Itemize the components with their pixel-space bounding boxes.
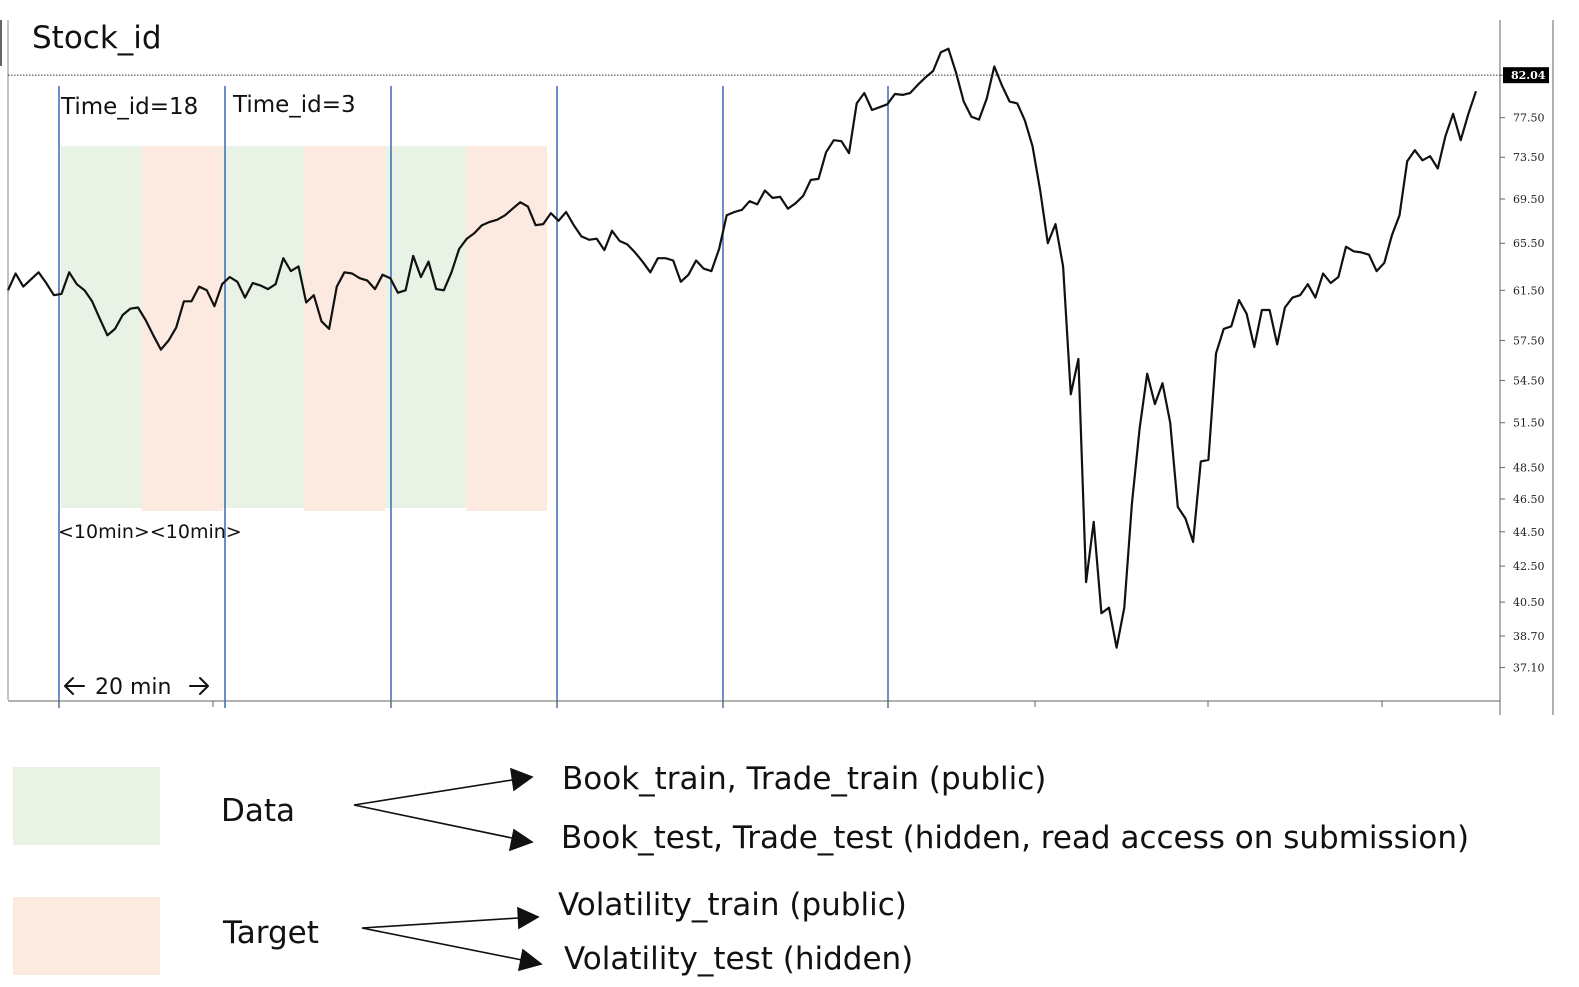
target-item-public: Volatility_train (public) <box>558 887 907 923</box>
target-band <box>142 146 223 511</box>
right-arrow-icon <box>189 677 209 695</box>
time-id-label-first: Time_id=18 <box>61 94 199 120</box>
target-legend-label: Target <box>223 915 319 951</box>
time-dividers <box>58 86 889 708</box>
y-tick-label: 77.50 <box>1513 112 1545 125</box>
y-tick-label: 46.50 <box>1513 493 1545 506</box>
y-tick-label: 61.50 <box>1513 284 1545 297</box>
data-band <box>61 146 142 508</box>
data-arrow-upper <box>353 779 513 806</box>
y-tick-label: 57.50 <box>1513 334 1545 347</box>
window-duration-label: <10min><10min> <box>58 521 242 543</box>
last-price-box-bg <box>1503 67 1549 84</box>
data-arrow-lower-head <box>508 828 534 852</box>
data-item-public: Book_train, Trade_train (public) <box>562 761 1047 797</box>
target-arrow-lower-head <box>517 948 543 972</box>
last-price-badge: 82.04 <box>1503 67 1549 84</box>
target-band <box>304 146 385 511</box>
target-arrow-lower <box>361 927 523 961</box>
time-id-label-second: Time_id=3 <box>233 92 356 118</box>
x-axis-ticks <box>58 701 1383 707</box>
data-arrow-upper-head <box>510 767 534 792</box>
y-tick-label: 42.50 <box>1513 560 1545 573</box>
y-tick-label: 38.70 <box>1513 630 1545 643</box>
data-legend-label: Data <box>221 793 296 829</box>
y-tick-label: 69.50 <box>1513 193 1545 206</box>
data-band <box>385 146 466 508</box>
y-tick-label: 48.50 <box>1513 462 1545 475</box>
y-tick-label: 40.50 <box>1513 596 1545 609</box>
legend-arrows <box>353 767 543 972</box>
interval-arrows <box>64 677 209 695</box>
data-arrow-lower <box>353 804 513 839</box>
data-item-hidden: Book_test, Trade_test (hidden, read acce… <box>561 820 1470 856</box>
target-item-hidden: Volatility_test (hidden) <box>564 941 914 977</box>
data-legend-swatch <box>13 767 160 845</box>
y-tick-label: 73.50 <box>1513 151 1545 164</box>
y-tick-label: 51.50 <box>1513 417 1545 430</box>
price-series-line <box>6 47 1478 649</box>
last-price-label: 82.04 <box>1511 69 1546 82</box>
target-arrow-upper-head <box>517 906 540 930</box>
y-tick-label: 44.50 <box>1513 526 1545 539</box>
left-arrow-icon <box>64 677 85 695</box>
target-arrow-upper <box>361 917 519 929</box>
target-band <box>466 146 547 511</box>
target-legend-swatch <box>13 897 160 975</box>
chart-title: Stock_id <box>32 20 162 56</box>
interval-label: 20 min <box>95 675 172 700</box>
data-band <box>223 146 304 508</box>
y-tick-label: 65.50 <box>1513 237 1545 250</box>
y-tick-label: 37.10 <box>1513 662 1545 675</box>
segment-bands <box>61 146 547 511</box>
y-axis-ticks: 77.50 73.50 69.50 65.50 61.50 57.50 54.50 51.50… <box>1500 74 1545 675</box>
y-tick-label: 54.50 <box>1513 374 1545 387</box>
